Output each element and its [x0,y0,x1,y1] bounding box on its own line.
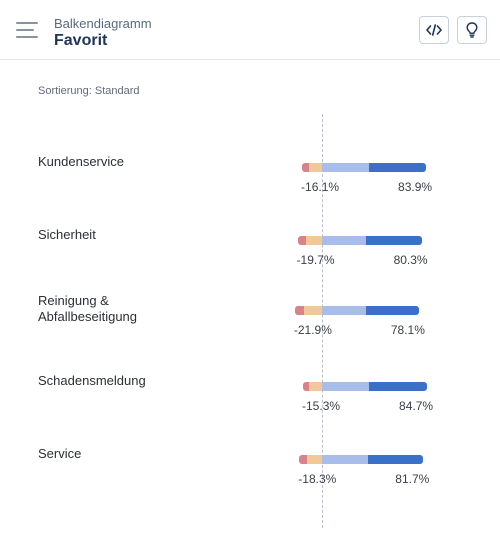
chart-row: Reinigung & Abfallbeseitigung -21.9% 78.1% [0,293,500,353]
chart-row: Kundenservice -16.1% 83.9% [0,154,500,214]
negative-value-label: -18.3% [298,472,337,486]
bar-strong-negative [294,306,304,315]
hint-button[interactable] [457,16,487,44]
code-button[interactable] [419,16,449,44]
bar-strong-positive [367,455,424,464]
bar-strong-negative [303,382,310,391]
positive-value-label: 84.7% [399,399,434,413]
positive-value-label: 80.3% [393,253,428,267]
header: Balkendiagramm Favorit [0,0,500,60]
chart-row: Schadensmeldung -15.3% 84.7% [0,373,500,433]
page-title: Favorit [54,32,108,49]
bar-strong-positive [368,382,427,391]
hamburger-menu-icon[interactable] [16,22,38,40]
bar-weak-negative [305,236,322,245]
bar-weak-positive [322,163,369,172]
lightbulb-icon [466,22,478,38]
sort-label[interactable]: Sortierung: Standard [38,85,140,97]
bar-strong-negative [302,163,310,172]
positive-value-label: 81.7% [395,472,430,486]
category-label: Service [38,446,82,461]
bar-weak-positive [322,236,366,245]
bar-weak-positive [322,455,368,464]
category-label: Reinigung & Abfallbeseitigung [38,293,138,324]
bar-weak-negative [307,455,322,464]
bar-weak-negative [309,163,322,172]
bar-strong-positive [365,306,419,315]
negative-value-label: -16.1% [301,180,340,194]
positive-value-label: 83.9% [398,180,433,194]
code-icon [426,24,442,36]
bar-strong-positive [365,236,422,245]
chart-type-label: Balkendiagramm [54,16,152,31]
bar-weak-negative [309,382,322,391]
bar-strong-positive [368,163,427,172]
category-label: Schadensmeldung [38,373,146,388]
positive-value-label: 78.1% [390,323,425,337]
bar-strong-negative [299,455,308,464]
bar-strong-negative [297,236,306,245]
category-label: Kundenservice [38,154,124,169]
negative-value-label: -15.3% [302,399,341,413]
negative-value-label: -21.9% [293,323,332,337]
negative-value-label: -19.7% [296,253,335,267]
bar-weak-negative [303,306,322,315]
category-label: Sicherheit [38,227,96,242]
zero-axis-line [322,114,323,528]
chart-row: Service -18.3% 81.7% [0,446,500,506]
bar-weak-positive [322,382,369,391]
bar-weak-positive [322,306,366,315]
chart-row: Sicherheit -19.7% 80.3% [0,227,500,287]
